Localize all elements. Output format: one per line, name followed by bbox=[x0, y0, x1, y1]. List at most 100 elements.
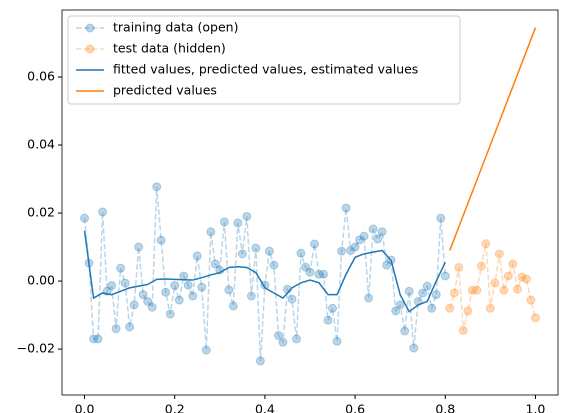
data-point bbox=[201, 345, 211, 355]
data-point bbox=[368, 224, 378, 234]
y-tick-label: 0.00 bbox=[27, 273, 55, 288]
data-point bbox=[242, 211, 252, 221]
data-point bbox=[305, 267, 315, 277]
data-point bbox=[165, 309, 175, 319]
data-point bbox=[233, 218, 243, 228]
data-point bbox=[476, 261, 486, 271]
data-point bbox=[382, 260, 392, 270]
data-point bbox=[192, 251, 202, 261]
data-point bbox=[228, 301, 238, 311]
data-point bbox=[255, 356, 265, 366]
data-point bbox=[467, 285, 477, 295]
data-point bbox=[499, 285, 509, 295]
data-point bbox=[346, 245, 356, 255]
data-point bbox=[314, 269, 324, 279]
data-point bbox=[521, 274, 531, 284]
data-point bbox=[237, 249, 247, 259]
data-point bbox=[116, 263, 126, 273]
data-point bbox=[138, 290, 148, 300]
data-point bbox=[377, 227, 387, 237]
data-point bbox=[197, 282, 207, 292]
legend-box bbox=[67, 15, 461, 105]
data-point bbox=[134, 242, 144, 252]
data-point bbox=[323, 315, 333, 325]
data-point bbox=[273, 330, 283, 340]
data-point bbox=[152, 182, 162, 192]
data-point bbox=[147, 302, 157, 312]
data-point bbox=[170, 280, 180, 290]
data-point bbox=[530, 313, 540, 323]
data-point bbox=[156, 235, 166, 245]
data-point bbox=[296, 248, 306, 258]
data-point bbox=[179, 271, 189, 281]
x-tick-label: 0.8 bbox=[435, 402, 455, 413]
x-tick-label: 0.2 bbox=[165, 402, 185, 413]
data-point bbox=[427, 303, 437, 313]
x-tick-label: 0.4 bbox=[255, 402, 275, 413]
data-point bbox=[174, 295, 184, 305]
data-point bbox=[129, 300, 139, 310]
data-point bbox=[350, 242, 360, 252]
data-point bbox=[431, 290, 441, 300]
series-line bbox=[449, 243, 537, 331]
legend-label: fitted values, predicted values, estimat… bbox=[113, 62, 418, 77]
legend-label: test data (hidden) bbox=[113, 41, 226, 56]
data-point bbox=[219, 217, 229, 227]
data-point bbox=[125, 322, 135, 332]
data-point bbox=[440, 271, 450, 281]
data-point bbox=[418, 288, 428, 298]
series-line bbox=[449, 27, 537, 251]
series-line bbox=[83, 186, 447, 362]
data-point bbox=[355, 235, 365, 245]
data-point bbox=[269, 260, 279, 270]
y-tick-label: −0.02 bbox=[17, 341, 55, 356]
data-point bbox=[445, 303, 455, 313]
legend-label: training data (open) bbox=[113, 20, 238, 35]
x-tick-label: 1.0 bbox=[526, 402, 546, 413]
data-point bbox=[391, 306, 401, 316]
data-point bbox=[454, 262, 464, 272]
data-point bbox=[161, 287, 171, 297]
data-point bbox=[409, 343, 419, 353]
y-tick-label: 0.04 bbox=[27, 137, 55, 152]
data-point bbox=[503, 271, 513, 281]
data-point bbox=[436, 213, 446, 223]
y-tick-label: 0.02 bbox=[27, 205, 55, 220]
data-point bbox=[287, 294, 297, 304]
data-point bbox=[373, 234, 383, 244]
data-point bbox=[310, 239, 320, 249]
data-point bbox=[458, 325, 468, 335]
data-point bbox=[111, 324, 121, 334]
x-tick-label: 0.0 bbox=[75, 402, 95, 413]
data-point bbox=[188, 291, 198, 301]
data-point bbox=[404, 286, 414, 296]
data-point bbox=[512, 284, 522, 294]
data-point bbox=[449, 288, 459, 298]
data-point bbox=[98, 207, 108, 217]
data-point bbox=[246, 291, 256, 301]
data-point bbox=[210, 259, 220, 269]
legend-marker bbox=[85, 44, 95, 54]
data-point bbox=[422, 281, 432, 291]
data-point bbox=[463, 306, 473, 316]
data-point bbox=[508, 259, 518, 269]
data-point bbox=[300, 262, 310, 272]
data-point bbox=[107, 280, 117, 290]
data-point bbox=[517, 272, 527, 282]
data-point bbox=[332, 336, 342, 346]
data-point bbox=[319, 269, 329, 279]
data-point bbox=[120, 278, 130, 288]
data-point bbox=[364, 293, 374, 303]
data-point bbox=[494, 249, 504, 259]
plot-frame bbox=[61, 9, 559, 396]
data-point bbox=[143, 296, 153, 306]
x-tick-label: 0.6 bbox=[345, 402, 365, 413]
data-point bbox=[485, 303, 495, 313]
data-point bbox=[278, 337, 288, 347]
data-point bbox=[337, 246, 347, 256]
series-line bbox=[83, 230, 446, 313]
legend-marker bbox=[85, 23, 95, 33]
y-tick-label: 0.06 bbox=[27, 69, 55, 84]
data-point bbox=[400, 326, 410, 336]
